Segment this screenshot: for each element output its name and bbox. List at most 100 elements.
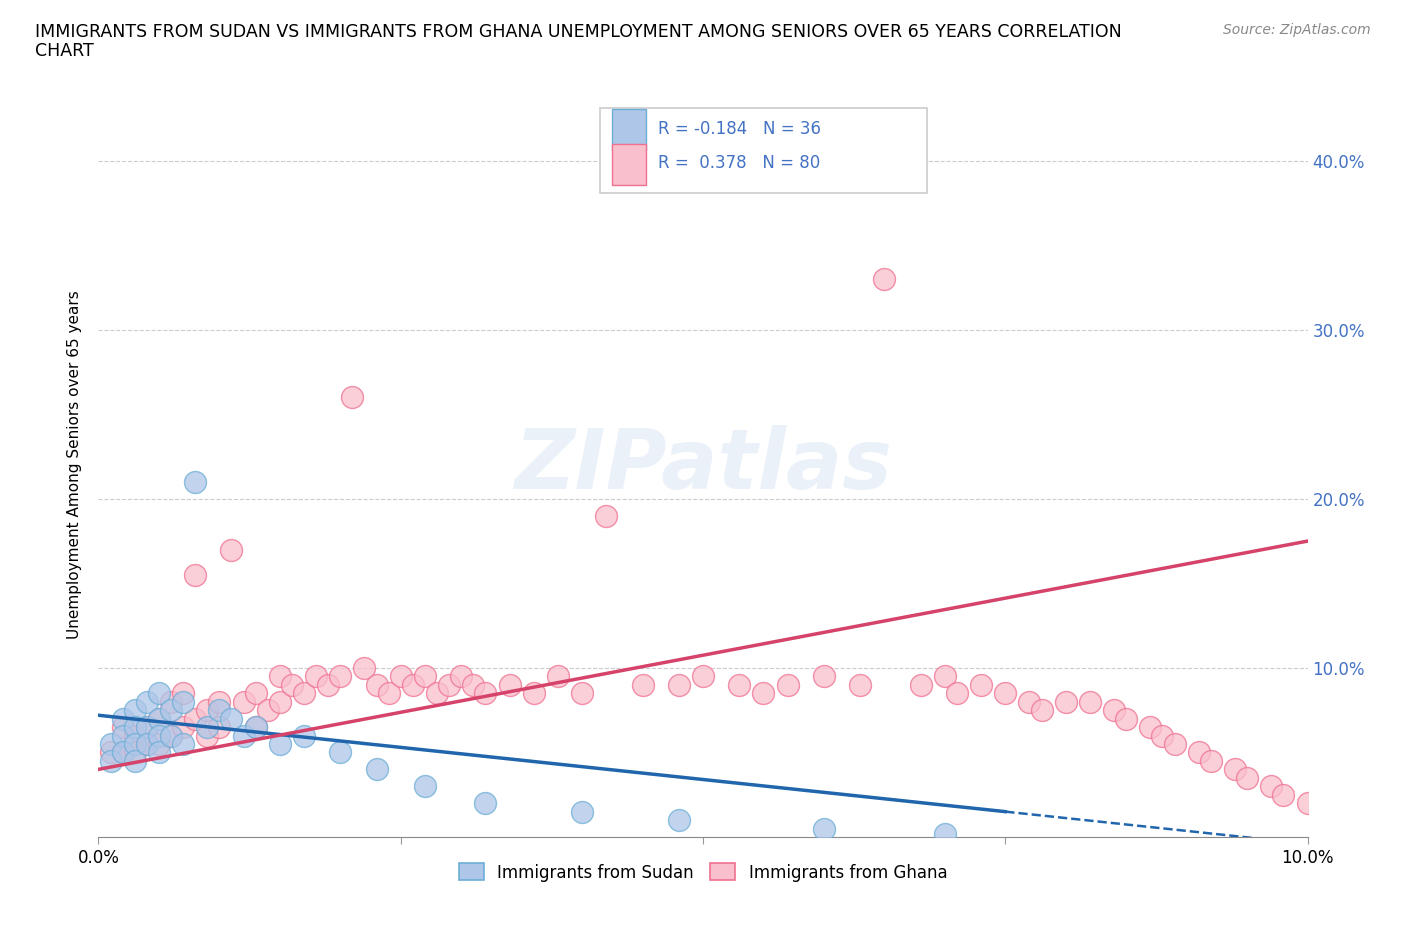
Point [160, 703, 183, 718]
Point [631, 677, 654, 692]
Point [934, 826, 956, 841]
Point [124, 703, 146, 718]
Point [148, 737, 170, 751]
Point [752, 685, 775, 700]
Point [413, 669, 436, 684]
Point [946, 685, 969, 700]
Point [111, 711, 134, 726]
Point [172, 720, 194, 735]
Point [873, 272, 896, 286]
Point [377, 685, 399, 700]
Point [1078, 695, 1101, 710]
Text: CHART: CHART [35, 42, 94, 60]
Point [232, 728, 254, 743]
Point [245, 685, 267, 700]
Point [221, 542, 243, 557]
Point [208, 695, 231, 710]
Point [1018, 695, 1040, 710]
Point [934, 669, 956, 684]
Point [1199, 753, 1222, 768]
Point [124, 728, 146, 743]
Point [1309, 804, 1331, 819]
Point [124, 737, 146, 751]
Text: R =  0.378   N = 80: R = 0.378 N = 80 [658, 154, 821, 172]
Point [172, 685, 194, 700]
Point [160, 728, 183, 743]
Point [1152, 728, 1174, 743]
Point [124, 753, 146, 768]
Point [1333, 813, 1355, 828]
Point [111, 720, 134, 735]
Point [148, 745, 170, 760]
Point [160, 695, 183, 710]
Text: IMMIGRANTS FROM SUDAN VS IMMIGRANTS FROM GHANA UNEMPLOYMENT AMONG SENIORS OVER 6: IMMIGRANTS FROM SUDAN VS IMMIGRANTS FROM… [35, 23, 1122, 41]
FancyBboxPatch shape [613, 110, 647, 151]
Point [148, 728, 170, 743]
Point [111, 745, 134, 760]
Point [135, 720, 157, 735]
Point [1296, 796, 1319, 811]
Point [316, 677, 339, 692]
Point [1236, 770, 1258, 785]
Point [245, 720, 267, 735]
Point [135, 695, 157, 710]
Point [195, 728, 218, 743]
Point [184, 567, 207, 582]
Point [195, 720, 218, 735]
Point [292, 728, 315, 743]
Point [124, 745, 146, 760]
Point [413, 778, 436, 793]
Point [1054, 695, 1077, 710]
Text: ZIPatlas: ZIPatlas [515, 424, 891, 506]
Point [668, 813, 690, 828]
Point [256, 703, 278, 718]
Point [849, 677, 872, 692]
Point [111, 728, 134, 743]
Point [595, 509, 617, 524]
Point [329, 669, 352, 684]
Point [776, 677, 799, 692]
Point [342, 390, 364, 405]
Point [329, 745, 352, 760]
Text: Source: ZipAtlas.com: Source: ZipAtlas.com [1223, 23, 1371, 37]
Point [1188, 745, 1211, 760]
Point [1115, 711, 1137, 726]
Point [1260, 778, 1282, 793]
Point [450, 669, 472, 684]
Point [269, 669, 291, 684]
Point [547, 669, 569, 684]
Point [1163, 737, 1185, 751]
Point [426, 685, 449, 700]
Point [366, 762, 388, 777]
Point [100, 745, 122, 760]
Point [305, 669, 328, 684]
Point [523, 685, 546, 700]
Point [124, 720, 146, 735]
Y-axis label: Unemployment Among Seniors over 65 years: Unemployment Among Seniors over 65 years [67, 291, 83, 640]
Legend: Immigrants from Sudan, Immigrants from Ghana: Immigrants from Sudan, Immigrants from G… [453, 857, 953, 888]
Point [111, 745, 134, 760]
Point [728, 677, 751, 692]
Point [1139, 720, 1161, 735]
Point [160, 728, 183, 743]
Point [1102, 703, 1125, 718]
Point [970, 677, 993, 692]
Point [148, 711, 170, 726]
Point [353, 660, 375, 675]
Point [208, 703, 231, 718]
Point [221, 711, 243, 726]
Point [232, 695, 254, 710]
Point [474, 796, 496, 811]
Point [269, 737, 291, 751]
Point [437, 677, 460, 692]
Point [571, 804, 593, 819]
Point [148, 685, 170, 700]
Point [1031, 703, 1053, 718]
Point [1223, 762, 1246, 777]
Point [292, 685, 315, 700]
Point [172, 695, 194, 710]
Point [172, 737, 194, 751]
Point [100, 753, 122, 768]
Point [1272, 788, 1295, 803]
Point [474, 685, 496, 700]
